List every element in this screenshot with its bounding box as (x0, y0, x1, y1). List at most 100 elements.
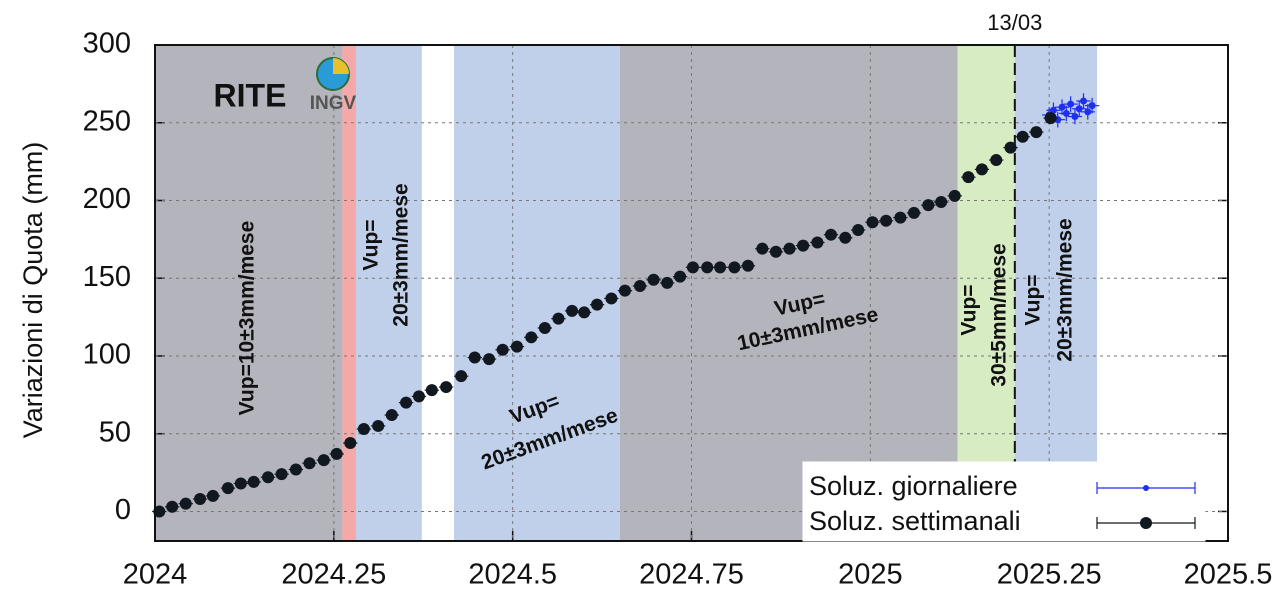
point (400, 396, 413, 409)
point (769, 245, 782, 258)
region (356, 45, 422, 541)
point (866, 216, 879, 229)
point (1062, 109, 1070, 117)
x-tick-label: 2025 (838, 559, 903, 591)
point (538, 321, 551, 334)
y-tick-label: 100 (83, 339, 131, 371)
point (852, 224, 865, 237)
point (1004, 141, 1017, 154)
point (1058, 103, 1066, 111)
point (275, 468, 288, 481)
point (1030, 126, 1043, 139)
annotation: Vup= (360, 219, 383, 270)
point (1071, 113, 1079, 121)
point (714, 261, 727, 274)
point (317, 454, 330, 467)
point (330, 447, 343, 460)
point (907, 206, 920, 219)
annotation: Vup=10±3mm/mese (236, 221, 259, 416)
point (824, 228, 837, 241)
point (525, 331, 538, 344)
point (1049, 106, 1057, 114)
point (496, 343, 509, 356)
point (948, 189, 961, 202)
x-tick-label: 2024.5 (468, 559, 557, 591)
annotation: 20±3mm/mese (390, 183, 413, 326)
logo-text: INGV (310, 93, 357, 114)
point (385, 409, 398, 422)
point (194, 493, 207, 506)
y-tick-label: 0 (115, 494, 131, 526)
point (1084, 108, 1092, 116)
marker-label: 13/03 (987, 10, 1042, 35)
point (647, 273, 660, 286)
point (1016, 130, 1029, 143)
x-tick-label: 2025.25 (997, 559, 1102, 591)
point (566, 304, 579, 317)
legend-symbol (1140, 517, 1152, 529)
point (742, 259, 755, 272)
point (234, 477, 247, 490)
x-tick-label: 2024 (123, 559, 188, 591)
point (1088, 102, 1096, 110)
logo: INGV (310, 57, 357, 114)
data-marks (152, 93, 1100, 518)
point (975, 163, 988, 176)
legend-symbol (1143, 485, 1149, 491)
logo-wedge (333, 58, 349, 74)
point (811, 236, 824, 249)
point (962, 171, 975, 184)
point (510, 340, 523, 353)
x-tick-label: 2025.5 (1184, 559, 1273, 591)
point (412, 390, 425, 403)
point (1075, 105, 1083, 113)
point (357, 423, 370, 436)
region (619, 45, 958, 541)
station-label: RITE (214, 77, 287, 113)
point (605, 292, 618, 305)
point (372, 419, 385, 432)
point (425, 384, 438, 397)
point (618, 284, 631, 297)
annotation: 20±3mm/mese (1054, 218, 1077, 361)
y-tick-label: 150 (83, 261, 131, 293)
annotation: Vup= (1022, 274, 1045, 325)
point (922, 199, 935, 212)
point (440, 381, 453, 394)
point (990, 154, 1003, 167)
point (728, 261, 741, 274)
point (591, 298, 604, 311)
point (166, 500, 179, 513)
point (701, 261, 714, 274)
point (783, 242, 796, 255)
point (1067, 100, 1075, 108)
point (303, 457, 316, 470)
point (206, 489, 219, 502)
y-tick-label: 250 (83, 105, 131, 137)
point (1080, 97, 1088, 105)
plot-frame (154, 44, 1229, 542)
region (957, 45, 1015, 541)
point (756, 242, 769, 255)
region (342, 45, 357, 541)
x-tick-label: 2024.75 (639, 559, 744, 591)
legend-label: Soluz. giornaliere (809, 471, 1018, 501)
point (468, 351, 481, 364)
point (247, 475, 260, 488)
y-tick-label: 200 (83, 183, 131, 215)
region (1014, 45, 1098, 541)
y-axis-label: Variazioni di Quota (mm) (18, 142, 48, 439)
annotation: 30±5mm/mese (988, 243, 1011, 386)
point (674, 270, 687, 283)
y-tick-label: 300 (83, 28, 131, 60)
point (894, 211, 907, 224)
region (454, 45, 620, 541)
point (661, 276, 674, 289)
point (578, 306, 591, 319)
point (686, 261, 699, 274)
point (552, 312, 565, 325)
point (483, 353, 496, 366)
annotation: Vup= (958, 284, 981, 335)
x-tick-label: 2024.25 (281, 559, 386, 591)
